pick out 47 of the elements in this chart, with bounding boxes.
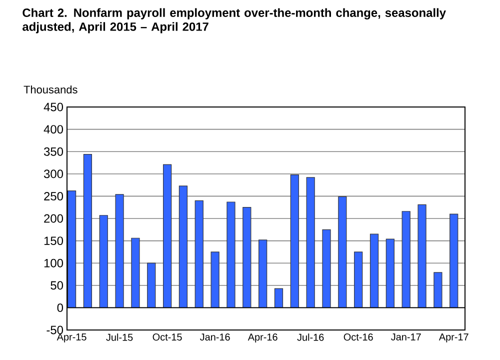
x-tick-label: Apr-16 — [248, 334, 278, 343]
y-tick-label: 450 — [44, 102, 64, 112]
bar — [402, 211, 410, 308]
y-axis-title: Thousands — [24, 85, 78, 94]
bar — [338, 196, 347, 308]
bar — [226, 202, 236, 308]
bar — [370, 234, 379, 308]
bar — [194, 200, 204, 308]
bar — [450, 214, 458, 308]
bar — [434, 272, 442, 308]
bar — [354, 252, 363, 308]
bar — [83, 154, 92, 308]
y-tick-label: 0 — [57, 303, 64, 312]
bar — [115, 194, 124, 308]
bar — [131, 238, 140, 308]
bar — [147, 262, 156, 308]
x-tick-label: Oct-16 — [344, 334, 373, 341]
bar — [99, 215, 108, 308]
bar — [290, 174, 299, 308]
y-tick-label: -50 — [46, 326, 64, 334]
bar — [322, 229, 331, 308]
x-tick-label: Oct-15 — [152, 334, 182, 341]
bar — [418, 204, 426, 308]
bar — [210, 252, 220, 308]
bar — [163, 164, 172, 308]
x-tick-label: Apr-15 — [56, 334, 86, 342]
x-tick-label: Jul-16 — [297, 334, 324, 341]
y-tick-label: 400 — [44, 125, 64, 134]
bar — [242, 207, 252, 308]
x-tick-label: Jul-15 — [106, 334, 133, 341]
bar — [306, 177, 315, 308]
bar — [67, 190, 76, 308]
bar — [274, 288, 284, 308]
bar — [178, 186, 188, 308]
x-tick-label: Jan-17 — [391, 334, 421, 340]
chart-title: Chart 2. Nonfarm payroll employment over-the-month change, seasonally adjusted, April 2015 – April 2017 — [22, 8, 446, 34]
x-tick-label: Jan-16 — [200, 334, 230, 341]
x-tick-label: Apr-17 — [438, 334, 468, 342]
y-tick-label: 350 — [44, 147, 64, 156]
y-tick-label: 300 — [44, 170, 64, 178]
y-tick-label: 200 — [44, 214, 64, 223]
y-tick-label: 100 — [44, 258, 64, 268]
bar — [386, 238, 394, 308]
bar — [258, 240, 268, 308]
y-tick-label: 250 — [44, 192, 64, 200]
y-tick-label: 150 — [44, 236, 64, 246]
y-tick-label: 50 — [50, 281, 64, 290]
